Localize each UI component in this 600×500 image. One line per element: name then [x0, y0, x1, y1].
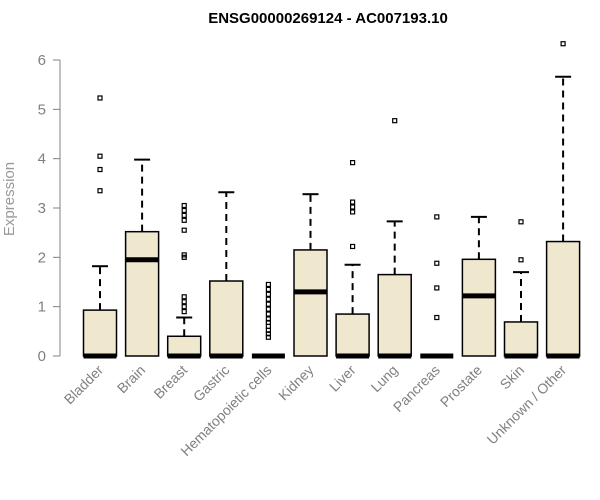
outlier-point [518, 257, 524, 263]
outlier-point [181, 207, 187, 214]
outlier-point [265, 306, 271, 312]
outlier-point [181, 252, 187, 258]
outlier-point [350, 204, 356, 210]
box-body [377, 273, 412, 357]
box-body [461, 258, 497, 357]
outlier-point [434, 260, 440, 266]
outlier-point [97, 95, 103, 101]
outlier-point [350, 199, 356, 205]
x-category-label: Bladder [61, 362, 107, 408]
y-tick-label: 1 [38, 299, 46, 316]
outlier-point [97, 153, 103, 159]
outlier-point [265, 296, 271, 302]
outlier-point [434, 314, 440, 321]
box-gastric [209, 191, 244, 359]
y-axis: 0 1 2 3 4 5 6 [38, 52, 61, 365]
box-unknown-other [545, 41, 581, 359]
box-pancreas [420, 214, 454, 359]
outlier-point [181, 212, 187, 218]
boxes-group [82, 41, 581, 359]
outlier-point [560, 41, 566, 47]
box-lung [377, 118, 412, 359]
y-tick-label: 6 [38, 52, 46, 69]
box-body [209, 280, 244, 357]
outlier-point [265, 311, 271, 317]
x-category-label: Pancreas [390, 362, 443, 415]
outlier-point [181, 202, 187, 209]
outlier-point [434, 214, 440, 220]
box-hematopoietic-cells [251, 281, 285, 359]
y-tick-label: 2 [38, 249, 46, 266]
outlier-point [181, 294, 187, 300]
box-skin [503, 219, 539, 359]
outlier-point [434, 285, 440, 291]
outlier-point [392, 118, 398, 124]
outlier-point [518, 219, 524, 225]
outlier-point [181, 217, 187, 223]
box-liver [335, 160, 370, 359]
y-tick-label: 3 [38, 200, 46, 217]
outlier-point [265, 316, 271, 322]
box-body [545, 240, 581, 357]
box-body [335, 313, 370, 357]
y-tick-label: 4 [38, 151, 46, 168]
x-category-label: Liver [326, 362, 359, 395]
outlier-point [181, 309, 187, 315]
box-kidney [293, 193, 328, 357]
x-category-label: Kidney [275, 362, 317, 404]
box-body [293, 249, 328, 357]
outlier-point [265, 281, 271, 288]
y-axis-title: Expression [1, 162, 18, 236]
outlier-point [181, 227, 187, 233]
outlier-point [265, 291, 271, 297]
outlier-point [97, 188, 103, 194]
outlier-point [181, 299, 187, 305]
x-category-label: Lung [367, 362, 400, 395]
x-category-label: Unknown / Other [484, 362, 570, 448]
outlier-point [265, 286, 271, 292]
x-category-label: Brain [114, 362, 148, 396]
box-bladder [82, 95, 118, 359]
box-brain [124, 158, 160, 357]
box-prostate [461, 215, 497, 357]
x-category-label: Skin [497, 362, 528, 393]
box-breast [166, 202, 202, 359]
box-body [124, 230, 160, 357]
x-category-label: Breast [150, 362, 190, 402]
box-body [82, 309, 118, 357]
outlier-point [265, 301, 271, 307]
outlier-point [350, 160, 356, 166]
outlier-point [350, 243, 356, 250]
outlier-point [350, 209, 356, 215]
chart-title: ENSG00000269124 - AC007193.10 [208, 10, 448, 27]
box-body [166, 335, 202, 357]
y-tick-label: 0 [38, 348, 46, 365]
outlier-point [97, 166, 103, 173]
outlier-point [181, 304, 187, 310]
x-category-label: Prostate [437, 362, 485, 410]
y-tick-label: 5 [38, 101, 46, 118]
box-body [503, 321, 539, 357]
